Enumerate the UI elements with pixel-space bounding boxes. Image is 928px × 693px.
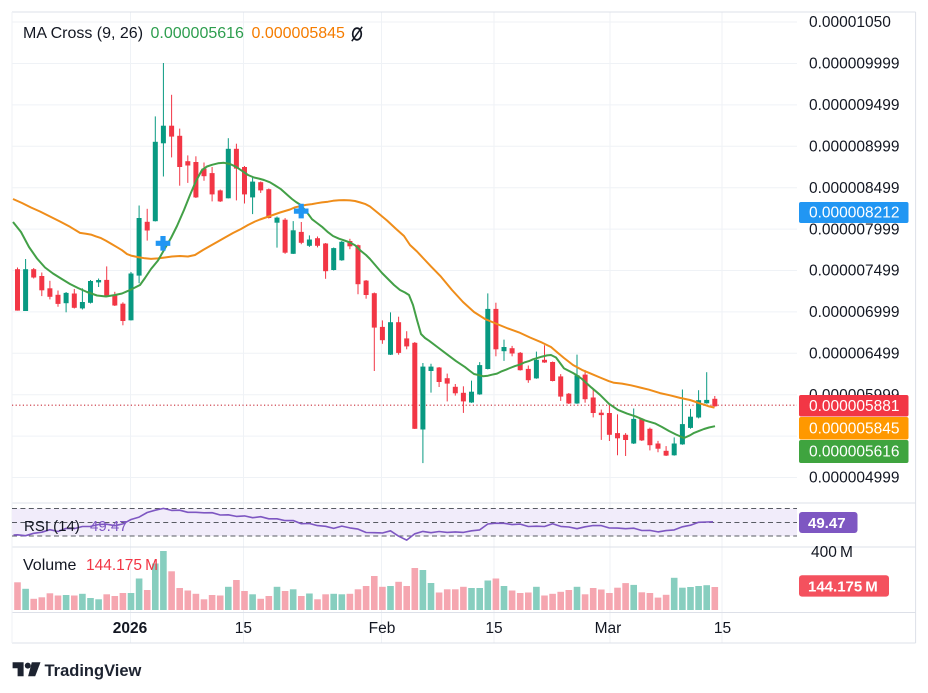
svg-text:0.000009999: 0.000009999 bbox=[809, 56, 900, 73]
svg-text:15: 15 bbox=[485, 620, 502, 637]
svg-text:0.00001050: 0.00001050 bbox=[809, 14, 891, 31]
svg-text:0.000008212: 0.000008212 bbox=[809, 205, 900, 222]
svg-text:0.000005845: 0.000005845 bbox=[252, 25, 346, 42]
svg-text:400 M: 400 M bbox=[811, 544, 853, 561]
svg-text:0.000006499: 0.000006499 bbox=[809, 346, 900, 363]
svg-text:0.000008999: 0.000008999 bbox=[809, 139, 900, 156]
svg-text:0.000004999: 0.000004999 bbox=[809, 470, 900, 487]
svg-text:15: 15 bbox=[235, 620, 252, 637]
svg-text:0.000006999: 0.000006999 bbox=[809, 304, 900, 321]
svg-text:144.175 M: 144.175 M bbox=[808, 578, 878, 595]
svg-text:0.000007499: 0.000007499 bbox=[809, 263, 900, 280]
svg-text:RSI (14): RSI (14) bbox=[24, 518, 80, 535]
svg-text:2026: 2026 bbox=[113, 620, 148, 637]
svg-text:MA Cross (9, 26): MA Cross (9, 26) bbox=[23, 25, 143, 42]
svg-text:0.000009499: 0.000009499 bbox=[809, 97, 900, 114]
svg-text:49.47: 49.47 bbox=[808, 515, 846, 532]
svg-text:0.000005616: 0.000005616 bbox=[809, 444, 900, 461]
svg-text:144.175 M: 144.175 M bbox=[86, 557, 158, 574]
svg-text:15: 15 bbox=[714, 620, 731, 637]
svg-text:0.000005845: 0.000005845 bbox=[809, 420, 900, 437]
svg-text:Mar: Mar bbox=[595, 620, 622, 637]
svg-text:0.000005881: 0.000005881 bbox=[809, 398, 900, 415]
svg-text:49.47: 49.47 bbox=[90, 518, 128, 535]
svg-text:0.000007999: 0.000007999 bbox=[809, 221, 900, 238]
svg-text:0.000005616: 0.000005616 bbox=[151, 25, 245, 42]
svg-text:0.000008499: 0.000008499 bbox=[809, 180, 900, 197]
svg-text:Volume: Volume bbox=[23, 557, 76, 574]
svg-text:TradingView: TradingView bbox=[45, 662, 142, 680]
svg-text:Feb: Feb bbox=[369, 620, 396, 637]
